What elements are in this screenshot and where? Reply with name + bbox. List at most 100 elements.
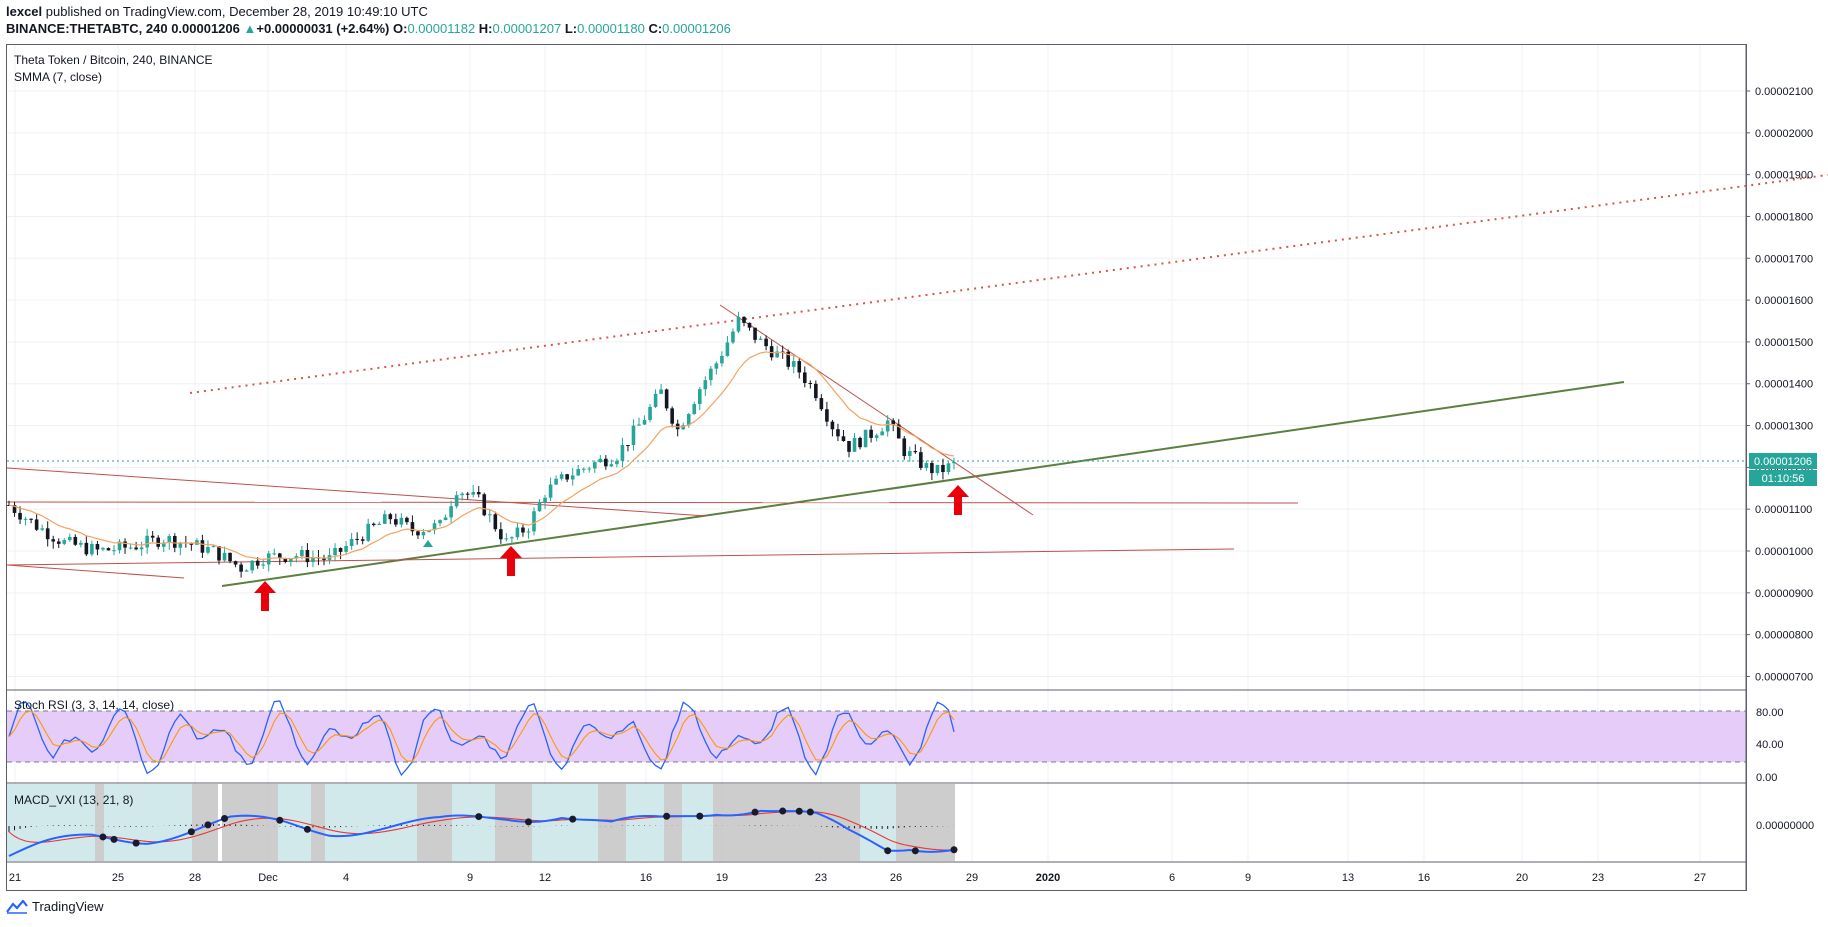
x-tick-label: 13 [1342,872,1354,884]
x-tick-label: 4 [343,872,349,884]
x-tick-label: Dec [258,872,278,884]
candle-body [355,538,359,540]
candle-body [338,548,343,552]
candle-body [499,529,503,540]
candle-body [609,464,614,467]
red-trendline-1[interactable] [6,467,707,517]
candle-body [847,441,851,452]
candle-body [322,558,326,560]
candle-body [896,424,901,439]
candle-body [300,549,304,557]
high-value: 0.00001207 [492,21,562,36]
open-value: 0.00001182 [407,21,476,36]
macd-bg-segment [452,784,495,861]
candle-body [421,532,426,536]
candle-body [786,351,791,367]
candle-body [449,506,453,518]
footer-brand[interactable]: TradingView [32,899,104,914]
candle-body [416,531,420,536]
candle-body [79,542,83,545]
macd-bg-segment [532,784,598,861]
candle-body [101,548,105,550]
macd-title: MACD_VXI (13, 21, 8) [14,793,133,807]
candle-body [134,547,138,550]
macd-cross-dot [663,812,671,820]
candle-body [344,546,348,552]
up-arrow-icon [947,485,969,515]
candle-body [34,519,39,530]
y-tick-label: 0.00002100 [1755,86,1813,98]
candle-body [554,478,558,485]
macd-bg-segment [664,784,682,861]
author-name[interactable]: lexcel [6,4,43,19]
macd-cross-dot [187,828,195,836]
y-tick-label: 0.00000900 [1755,588,1813,600]
candle-body [189,543,194,545]
candle-body [388,514,393,520]
y-tick-label: 0.00001300 [1755,421,1813,433]
candle-body [814,383,818,399]
candle-body [941,464,945,473]
candle-body [277,553,282,559]
macd-cross-dot [132,839,140,847]
candle-body [366,523,371,541]
macd-cross-dot [99,833,107,841]
candle-body [880,431,884,436]
macd-bg-segment [682,784,713,861]
y-tick-label: 0.00001900 [1755,170,1813,182]
macd-cross-dot [276,816,284,824]
candle-body [106,548,111,551]
candle-body [217,546,221,561]
candle-body [731,331,735,343]
upper-channel-dotted-line[interactable] [189,168,1828,394]
green-support-trendline[interactable] [221,381,1625,587]
candle-body [233,561,238,565]
x-tick-label: 2020 [1036,872,1060,884]
macd-cross-dot [806,808,814,816]
candle-body [45,528,50,540]
macd-bg-segment [626,784,664,861]
candle-body [930,463,934,474]
up-arrow-icon [500,546,522,576]
x-tick-label: 21 [9,872,21,884]
candle-body [228,552,232,562]
candle-body [333,548,337,556]
candle-body [598,458,603,463]
x-tick-label: 28 [189,872,201,884]
stoch-title: Stoch RSI (3, 3, 14, 14, close) [14,698,174,712]
candle-body [891,420,896,425]
candle-body [200,540,205,553]
last-price-tag-text: 0.00001206 [1754,456,1812,468]
candle-body [642,419,647,425]
candle-body [825,409,829,422]
candle-body [526,531,531,533]
candle-body [139,547,144,550]
candle-body [869,429,873,438]
candle-body [443,517,448,521]
red-downtrend-line[interactable] [719,304,1034,516]
candle-body [742,316,746,323]
candle-body [532,511,536,532]
candle-body [852,437,857,452]
red-horizontal-line[interactable] [6,501,1299,504]
candle-body [907,451,912,457]
candle-body [819,398,824,410]
stoch-tick-80: 80.00 [1756,707,1784,719]
close-value: 0.00001206 [662,21,731,36]
tradingview-logo-icon[interactable] [6,899,28,914]
candle-body [592,462,597,469]
time-axis[interactable]: 21 25 28 Dec 4 9 12 16 19 23 26 29 2020 6 9 13 16 20 23 27 [9,872,1706,884]
price-axis[interactable]: 0.00002100 0.00002000 0.00001900 0.00001800… [1746,86,1813,683]
symbol-info: BINANCE:THETABTC, 240 0.00001206 ▲+0.000… [6,21,731,36]
candle-body [305,549,310,563]
last-price-tag [1749,453,1817,469]
change-value: +0.00000031 (+2.64%) [256,21,390,36]
candle-body [84,542,89,555]
red-lower-left-line[interactable] [6,564,185,579]
candle-body [311,557,315,563]
macd-cross-dot [911,847,919,855]
candle-body [587,468,592,470]
red-lower-line[interactable] [6,548,1235,566]
candle-body [62,540,67,544]
